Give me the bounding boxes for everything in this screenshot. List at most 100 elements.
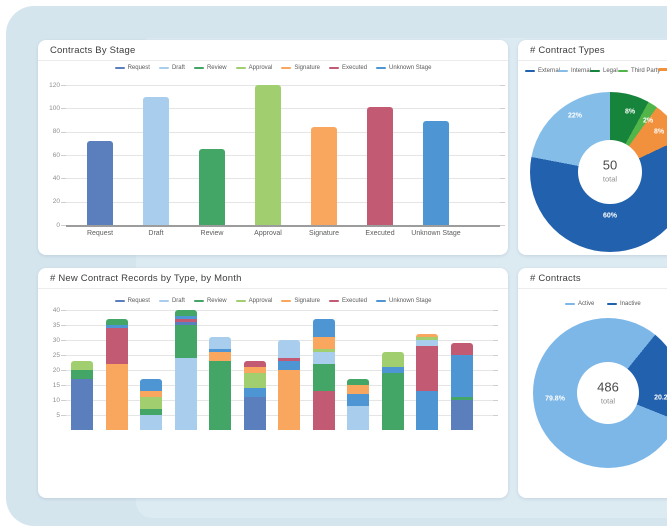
bar-segment-signature[interactable] [347, 385, 369, 394]
bar-segment-unknown-stage[interactable] [416, 391, 438, 430]
bar-segment-unknown-stage[interactable] [209, 349, 231, 352]
legend-item-executed[interactable]: Executed [329, 65, 367, 71]
legend-item-approval[interactable]: Approval [235, 298, 272, 304]
bar-segment-executed[interactable] [174, 319, 197, 322]
bar-segment-review[interactable] [381, 373, 404, 430]
bar-segment-draft[interactable] [278, 340, 300, 358]
bar-segment-signature[interactable] [243, 367, 266, 373]
bar-segment-signature[interactable] [416, 334, 438, 337]
stacked-bar[interactable] [140, 379, 162, 430]
bar-segment-draft[interactable] [347, 406, 369, 430]
legend-item-review[interactable]: Review [193, 298, 227, 304]
legend-item-draft[interactable]: Draft [158, 65, 185, 71]
legend-item-signature[interactable]: Signature [281, 298, 320, 304]
bar-segment-draft[interactable] [416, 340, 438, 346]
bar-segment-unknown-stage[interactable] [278, 361, 300, 370]
x-axis-label: Review [200, 230, 224, 237]
legend-item-third-party[interactable]: Third Party [618, 68, 660, 74]
bar-unknown-stage[interactable] [423, 121, 449, 225]
bar-segment-draft[interactable] [312, 352, 335, 364]
bar-segment-approval[interactable] [381, 352, 404, 367]
bar-segment-signature[interactable] [105, 364, 128, 430]
stacked-bar[interactable] [174, 310, 197, 430]
bar-segment-executed[interactable] [243, 361, 266, 367]
bar-segment-approval[interactable] [140, 397, 162, 409]
bar-segment-unknown-stage[interactable] [140, 379, 162, 391]
legend-item-signature[interactable]: Signature [281, 65, 320, 71]
donut-hole [577, 362, 639, 424]
bar-segment-review[interactable] [209, 361, 231, 430]
bar-segment-request[interactable] [71, 379, 93, 430]
y-axis-tick [61, 415, 66, 416]
bar-segment-approval[interactable] [71, 361, 93, 370]
bar-segment-approval[interactable] [312, 349, 335, 352]
bar-segment-request[interactable] [450, 400, 473, 430]
legend-swatch [281, 66, 292, 70]
bar-segment-unknown-stage[interactable] [105, 325, 128, 328]
bar-segment-unknown-stage[interactable] [381, 367, 404, 373]
legend-item-active[interactable]: Active [565, 301, 594, 307]
legend-item-request[interactable]: Request [114, 65, 150, 71]
stacked-bar[interactable] [312, 319, 335, 430]
bar-segment-signature[interactable] [209, 352, 231, 361]
x-axis-label: Executed [365, 230, 395, 237]
bar-segment-approval[interactable] [416, 337, 438, 340]
bar-segment-draft[interactable] [209, 337, 231, 349]
stacked-bar[interactable] [71, 361, 93, 430]
bar-segment-review[interactable] [71, 370, 93, 379]
legend-item-external[interactable]: External [525, 68, 560, 74]
legend-item-legal[interactable]: Legal [590, 68, 618, 74]
bar-request[interactable] [87, 141, 113, 225]
legend-item-request[interactable]: Request [114, 298, 150, 304]
legend-item-review[interactable]: Review [193, 65, 227, 71]
bar-segment-unknown-stage[interactable] [243, 388, 266, 397]
stacked-bar[interactable] [416, 334, 438, 430]
bar-segment-request[interactable] [243, 397, 266, 430]
bar-signature[interactable] [311, 127, 337, 225]
bar-segment-approval[interactable] [243, 373, 266, 388]
legend-item-unknown-stage[interactable]: Unknown Stage [376, 65, 431, 71]
legend-item-internal[interactable]: Internal [558, 68, 591, 74]
bar-segment-executed[interactable] [416, 346, 438, 391]
bar-segment-review[interactable] [312, 364, 335, 391]
stacked-bar[interactable] [381, 352, 404, 430]
stacked-bar[interactable] [347, 379, 369, 430]
y-axis-tick [61, 370, 66, 371]
stacked-bar[interactable] [209, 337, 231, 430]
bar-segment-executed[interactable] [105, 328, 128, 364]
bar-segment-draft[interactable] [140, 415, 162, 430]
bar-segment-executed[interactable] [312, 391, 335, 430]
bar-segment-review[interactable] [105, 319, 128, 325]
stacked-bar[interactable] [278, 340, 300, 430]
bar-approval[interactable] [255, 85, 281, 225]
legend-item-approval[interactable]: Approval [235, 65, 272, 71]
legend-item-other[interactable] [658, 68, 667, 71]
bar-segment-unknown-stage[interactable] [450, 355, 473, 397]
bar-segment-signature[interactable] [140, 391, 162, 397]
bar-segment-request[interactable] [174, 322, 197, 325]
bar-segment-draft[interactable] [174, 358, 197, 430]
bar-executed[interactable] [367, 107, 393, 225]
bar-segment-review[interactable] [450, 397, 473, 400]
stacked-bar[interactable] [105, 319, 128, 430]
bar-draft[interactable] [143, 96, 169, 225]
bar-segment-signature[interactable] [278, 370, 300, 430]
bar-segment-signature[interactable] [312, 337, 335, 349]
y-axis-tick-right [493, 370, 498, 371]
legend-swatch [193, 66, 204, 70]
bar-segment-unknown-stage[interactable] [174, 316, 197, 319]
bar-segment-review[interactable] [140, 409, 162, 415]
bar-segment-executed[interactable] [278, 358, 300, 361]
legend-item-executed[interactable]: Executed [329, 298, 367, 304]
stacked-bar[interactable] [450, 343, 473, 430]
bar-segment-review[interactable] [174, 325, 197, 358]
bar-segment-unknown-stage[interactable] [312, 319, 335, 337]
legend-item-draft[interactable]: Draft [158, 298, 185, 304]
bar-segment-executed[interactable] [450, 343, 473, 355]
bar-segment-unknown-stage[interactable] [347, 394, 369, 406]
bar-segment-review[interactable] [347, 379, 369, 385]
bar-segment-review[interactable] [174, 310, 197, 316]
legend-item-inactive[interactable]: Inactive [607, 301, 641, 307]
bar-review[interactable] [199, 149, 225, 225]
legend-item-unknown-stage[interactable]: Unknown Stage [376, 298, 431, 304]
